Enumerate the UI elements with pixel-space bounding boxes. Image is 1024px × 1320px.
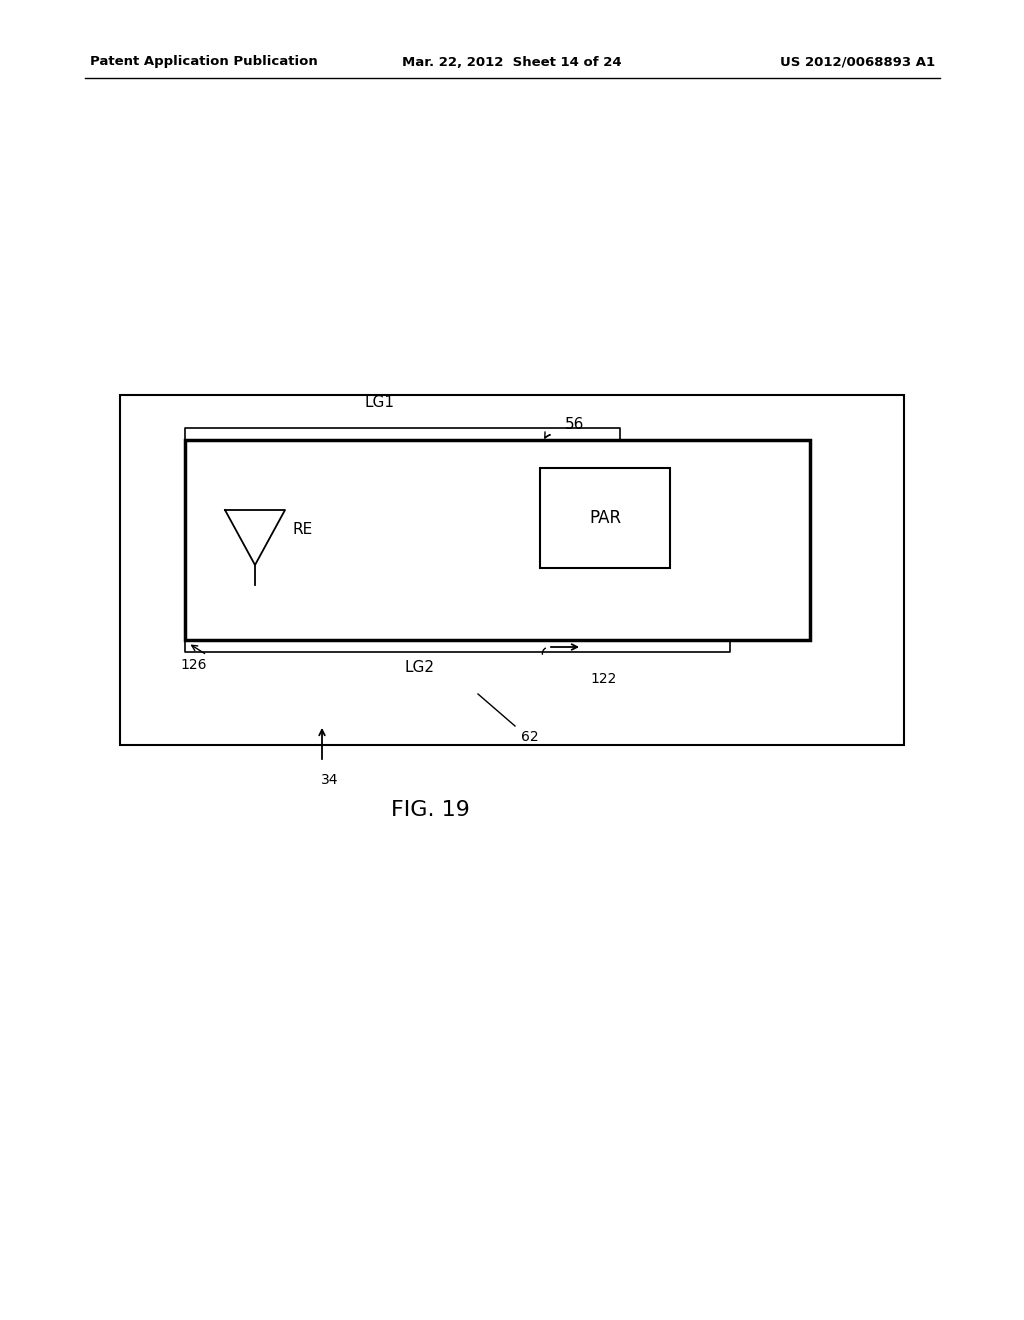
Text: Mar. 22, 2012  Sheet 14 of 24: Mar. 22, 2012 Sheet 14 of 24 [402, 55, 622, 69]
Text: 56: 56 [565, 417, 585, 432]
Text: FIG. 19: FIG. 19 [390, 800, 469, 820]
Bar [540, 469, 670, 568]
Text: LG1: LG1 [365, 395, 395, 411]
Text: 126: 126 [180, 657, 207, 672]
Text: 34: 34 [322, 774, 339, 787]
Bar [120, 395, 904, 744]
Text: LG2: LG2 [406, 660, 435, 675]
Text: US 2012/0068893 A1: US 2012/0068893 A1 [780, 55, 935, 69]
Text: RE: RE [293, 523, 313, 537]
Text: 122: 122 [590, 672, 616, 686]
Text: 62: 62 [521, 730, 539, 744]
Text: PAR: PAR [589, 510, 622, 527]
Text: Patent Application Publication: Patent Application Publication [90, 55, 317, 69]
Bar [185, 440, 810, 640]
